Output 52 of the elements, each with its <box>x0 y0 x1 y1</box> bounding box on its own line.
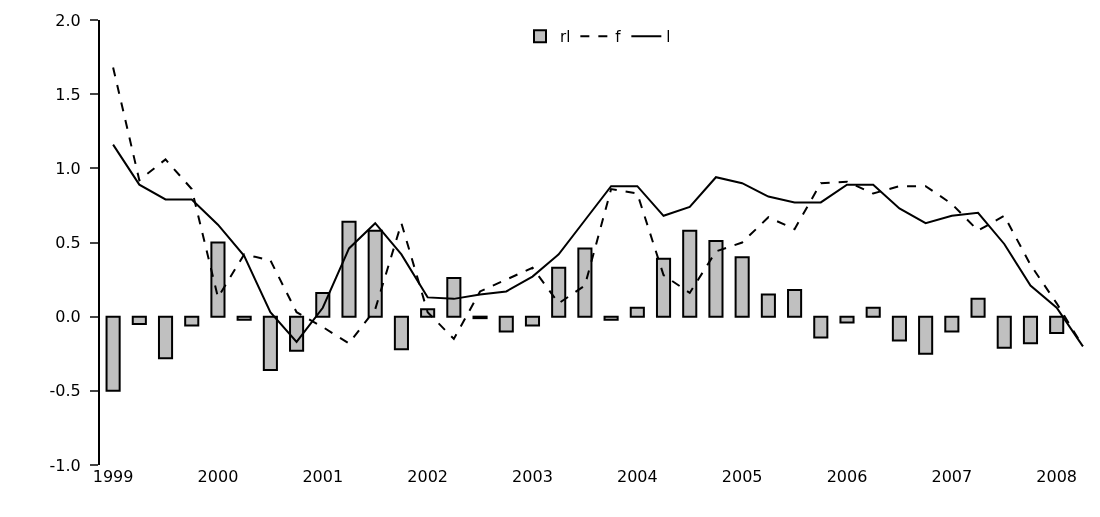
y-tick-label: 2.0 <box>55 10 81 30</box>
bar <box>498 315 514 333</box>
legend-label: rl <box>560 28 571 47</box>
bar <box>944 315 960 333</box>
bar <box>1049 315 1065 334</box>
bar <box>184 315 200 327</box>
bar <box>682 229 698 318</box>
bar <box>1022 315 1039 345</box>
y-tick-label: 0.5 <box>55 233 81 253</box>
bar <box>603 315 619 321</box>
legend-label: l <box>666 28 671 47</box>
x-tick-label: 2002 <box>407 467 448 486</box>
bar <box>734 256 750 318</box>
x-tick-label: 2000 <box>197 467 239 486</box>
bar <box>629 306 645 318</box>
bar <box>131 315 147 326</box>
bar <box>524 315 541 327</box>
x-tick-label: 2001 <box>302 467 344 486</box>
bar <box>787 288 803 318</box>
bar <box>918 315 934 355</box>
bar <box>865 306 881 318</box>
bar <box>367 229 383 318</box>
bar <box>760 293 776 318</box>
y-tick-label: 0.0 <box>55 307 81 327</box>
bar <box>655 257 672 318</box>
bar <box>891 315 907 342</box>
bar <box>813 315 829 339</box>
x-tick-label: 2006 <box>826 467 868 486</box>
x-tick-label: 2005 <box>721 467 763 486</box>
legend-label: f <box>615 28 622 47</box>
bar <box>157 315 174 360</box>
bar <box>970 297 986 318</box>
bar <box>577 247 593 318</box>
y-tick-label: 1.5 <box>55 84 81 104</box>
bar <box>210 241 226 318</box>
bar <box>708 240 724 318</box>
bar <box>446 277 462 318</box>
x-tick-label: 2003 <box>512 467 553 486</box>
x-tick-label: 2007 <box>931 467 973 486</box>
bar <box>839 315 855 324</box>
x-tick-label: 2008 <box>1036 467 1078 486</box>
y-tick-label: -0.5 <box>49 381 81 401</box>
x-tick-label: 1999 <box>92 467 134 486</box>
bar <box>551 266 567 318</box>
bar <box>393 315 409 351</box>
x-tick-label: 2004 <box>616 467 658 486</box>
y-tick-label: 1.0 <box>55 158 81 178</box>
y-tick-label: -1.0 <box>49 455 81 475</box>
bar <box>996 315 1012 349</box>
bar <box>105 315 121 392</box>
bar <box>341 220 357 318</box>
bar <box>236 315 252 321</box>
